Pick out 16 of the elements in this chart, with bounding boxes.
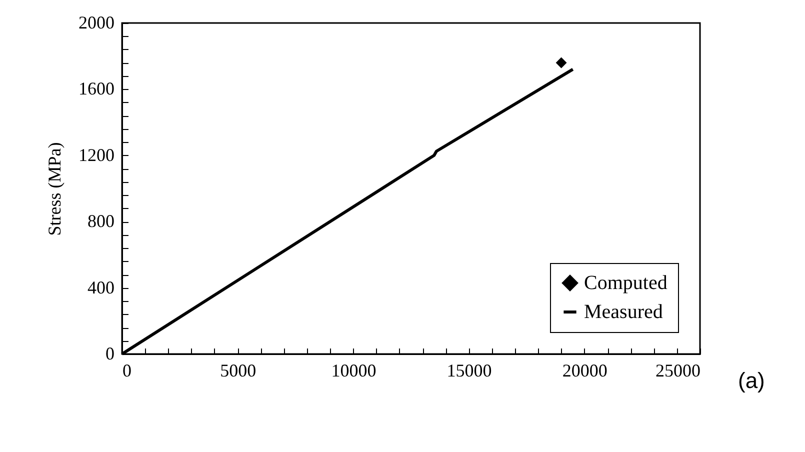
y-axis-title: Stress (MPa)	[44, 142, 64, 236]
x-tick-label: 0	[122, 360, 132, 380]
legend-label: Computed	[584, 272, 668, 294]
y-tick-label: 0	[106, 344, 114, 364]
y-tick-label: 1600	[78, 78, 114, 99]
y-tick-label: 400	[88, 277, 114, 298]
x-tick-label: 20000	[562, 360, 608, 380]
x-tick-label: 10000	[331, 360, 376, 380]
y-tick-label: 2000	[78, 12, 114, 32]
x-tick-label: 5000	[220, 360, 256, 380]
y-tick-label: 1200	[78, 144, 114, 165]
legend-label: Measured	[584, 301, 663, 323]
y-tick-label: 800	[88, 211, 114, 232]
text: (a)	[738, 368, 765, 393]
x-tick-label: 25000	[656, 360, 700, 380]
x-tick-label: 15000	[446, 360, 492, 380]
